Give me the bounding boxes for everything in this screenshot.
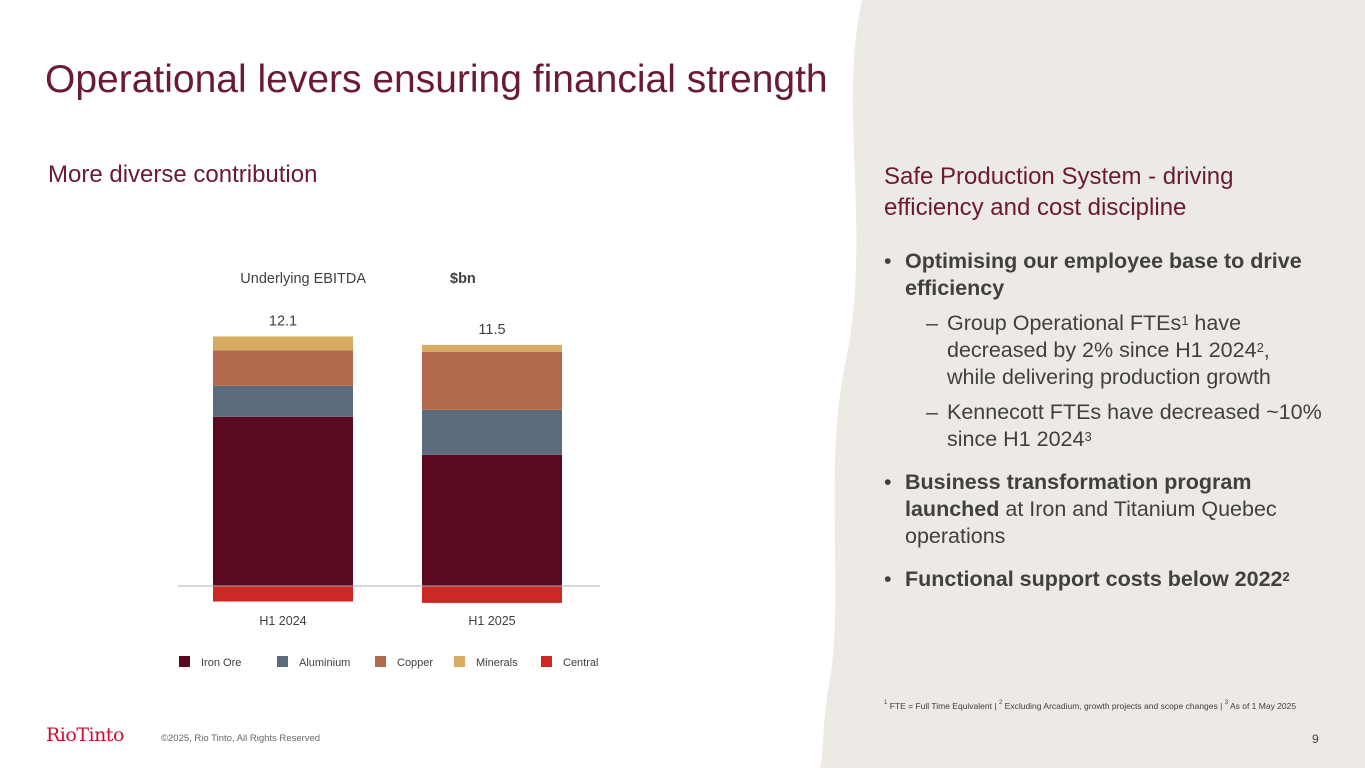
chart-labels: 12.1 H1 2024 11.5 H1 2025: [259, 313, 515, 628]
bullet-bold-text: Functional support costs below 2022: [905, 567, 1283, 591]
page-number: 9: [1312, 732, 1319, 746]
legend-label-central: Central: [563, 657, 598, 669]
sub-bullet-marker: –: [926, 400, 938, 424]
sub-bullet-kennecott-ftes: – Kennecott FTEs have decreased ~10% sinc…: [905, 399, 1324, 453]
bullet-marker: •: [884, 470, 892, 494]
footnote-ref: 2: [1256, 340, 1264, 355]
category-label-h1-2024: H1 2024: [259, 614, 306, 628]
bar-iron-ore-h1-2024: [213, 416, 353, 586]
footnote-text: Excluding Arcadium, growth projects and …: [1004, 701, 1225, 711]
legend-swatch-central: [541, 656, 552, 667]
bar-iron-ore-h1-2025: [422, 454, 562, 586]
sub-bullet-marker: –: [926, 311, 938, 335]
footnote-text: FTE = Full Time Equivalent |: [889, 701, 999, 711]
footnote-text: As of 1 May 2025: [1229, 701, 1297, 711]
sub-bullet-text: , while delivering production growth: [947, 338, 1271, 389]
footnotes: 1 FTE = Full Time Equivalent | 2 Excludi…: [884, 700, 1297, 711]
sub-bullet-text: have decreased by 2% since H1 2024: [947, 311, 1257, 362]
legend-swatch-iron-ore: [179, 656, 190, 667]
bullet-employee-base: • Optimising our employee base to drive …: [884, 248, 1324, 453]
right-section-heading: Safe Production System - driving efficie…: [884, 163, 1234, 221]
total-label-h1-2025: 11.5: [478, 322, 505, 338]
footnote-number: 1: [884, 700, 888, 706]
category-label-h1-2025: H1 2025: [468, 614, 515, 628]
bullet-marker: •: [884, 567, 892, 591]
total-label-h1-2024: 12.1: [269, 313, 297, 329]
chart-title: Underlying EBITDA: [240, 271, 366, 287]
bullet-functional-support: • Functional support costs below 20222: [884, 566, 1324, 593]
left-section-heading: More diverse contribution: [48, 161, 318, 188]
legend-label-iron-ore: Iron Ore: [201, 657, 241, 669]
bullet-list: • Optimising our employee base to drive …: [884, 248, 1324, 609]
chart-legend: Iron Ore Aluminium Copper Minerals Central: [179, 656, 598, 669]
bar-minerals-h1-2025: [422, 344, 562, 352]
footnote-number: 2: [998, 700, 1003, 706]
bullet-employee-base-text: Optimising our employee base to drive ef…: [905, 249, 1302, 300]
bar-minerals-h1-2024: [213, 336, 353, 351]
chart-bars: [213, 336, 562, 603]
legend-label-copper: Copper: [397, 657, 433, 669]
rio-tinto-logo: RioTinto: [46, 724, 124, 746]
legend-swatch-copper: [375, 656, 386, 667]
chart-unit-label: $bn: [450, 271, 476, 287]
bar-central-h1-2024: [213, 586, 353, 602]
bar-aluminium-h1-2025: [422, 409, 562, 455]
bar-copper-h1-2025: [422, 351, 562, 410]
bullet-bold-text: Business transformation program launched: [905, 470, 1252, 521]
bar-central-h1-2025: [422, 586, 562, 603]
footnote-ref: 2: [1282, 569, 1290, 584]
bullet-text: at Iron and Titanium Quebec operations: [905, 497, 1277, 548]
sub-bullet-text: Group Operational FTEs: [947, 311, 1182, 335]
footnote-ref: 3: [1084, 429, 1092, 444]
sub-bullet-group-ftes: – Group Operational FTEs1 have decreased …: [905, 310, 1324, 391]
bullet-business-transformation: • Business transformation program launch…: [884, 469, 1324, 550]
sub-bullet-text: Kennecott FTEs have decreased ~10% since…: [947, 400, 1322, 451]
bullet-marker: •: [884, 249, 892, 273]
legend-swatch-minerals: [454, 656, 465, 667]
legend-swatch-aluminium: [277, 656, 288, 667]
bar-copper-h1-2024: [213, 350, 353, 386]
footnote-number: 3: [1224, 700, 1229, 706]
legend-label-minerals: Minerals: [476, 657, 518, 669]
page-title: Operational levers ensuring financial st…: [45, 58, 828, 101]
footnote-ref: 1: [1181, 313, 1189, 328]
bar-aluminium-h1-2024: [213, 385, 353, 417]
copyright-text: ©2025, Rio Tinto, All Rights Reserved: [161, 733, 321, 744]
legend-label-aluminium: Aluminium: [299, 657, 350, 669]
